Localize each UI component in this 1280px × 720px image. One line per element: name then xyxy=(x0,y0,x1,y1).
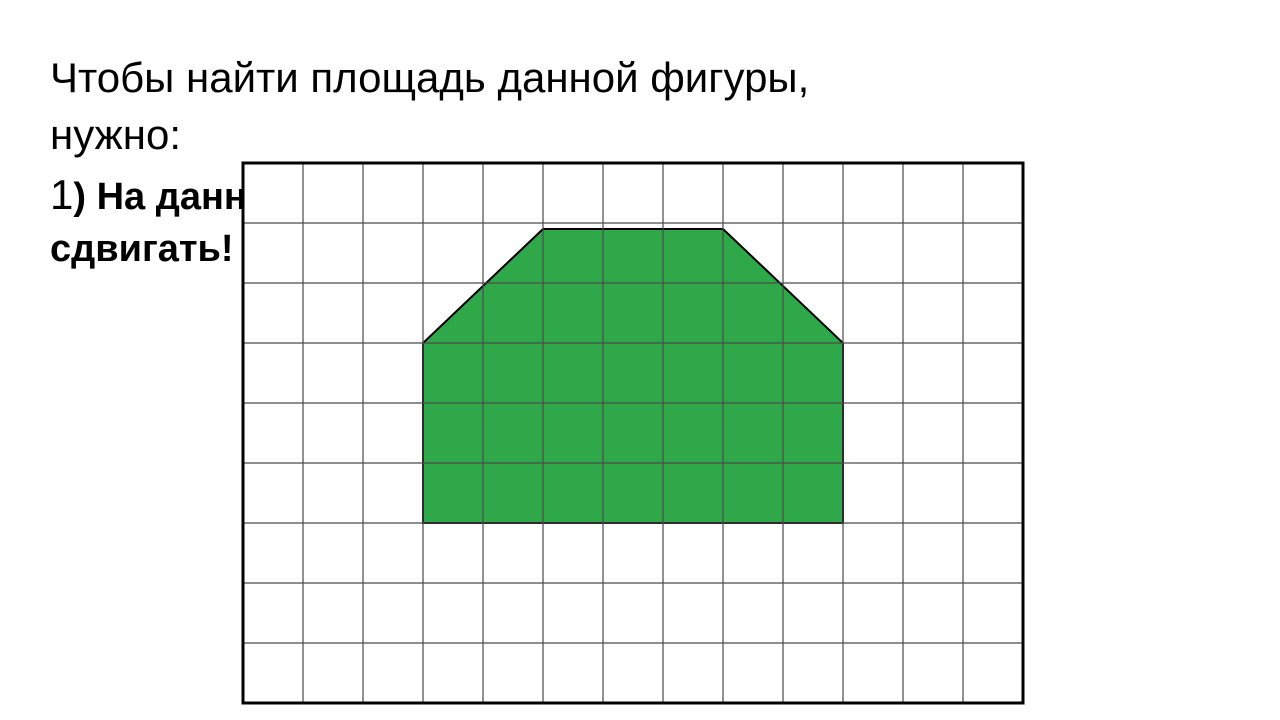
grid-svg xyxy=(240,160,1026,706)
title-line-1: Чтобы найти площадь данной фигуры, xyxy=(50,50,1230,107)
slide-container: Чтобы найти площадь данной фигуры, нужно… xyxy=(0,0,1280,720)
grid-figure xyxy=(240,160,1026,706)
step-number: 1 xyxy=(50,171,73,218)
step-text-line-2: сдвигать! xyxy=(50,228,234,270)
title-line-2: нужно: xyxy=(50,107,1230,164)
title: Чтобы найти площадь данной фигуры, нужно… xyxy=(50,50,1230,163)
